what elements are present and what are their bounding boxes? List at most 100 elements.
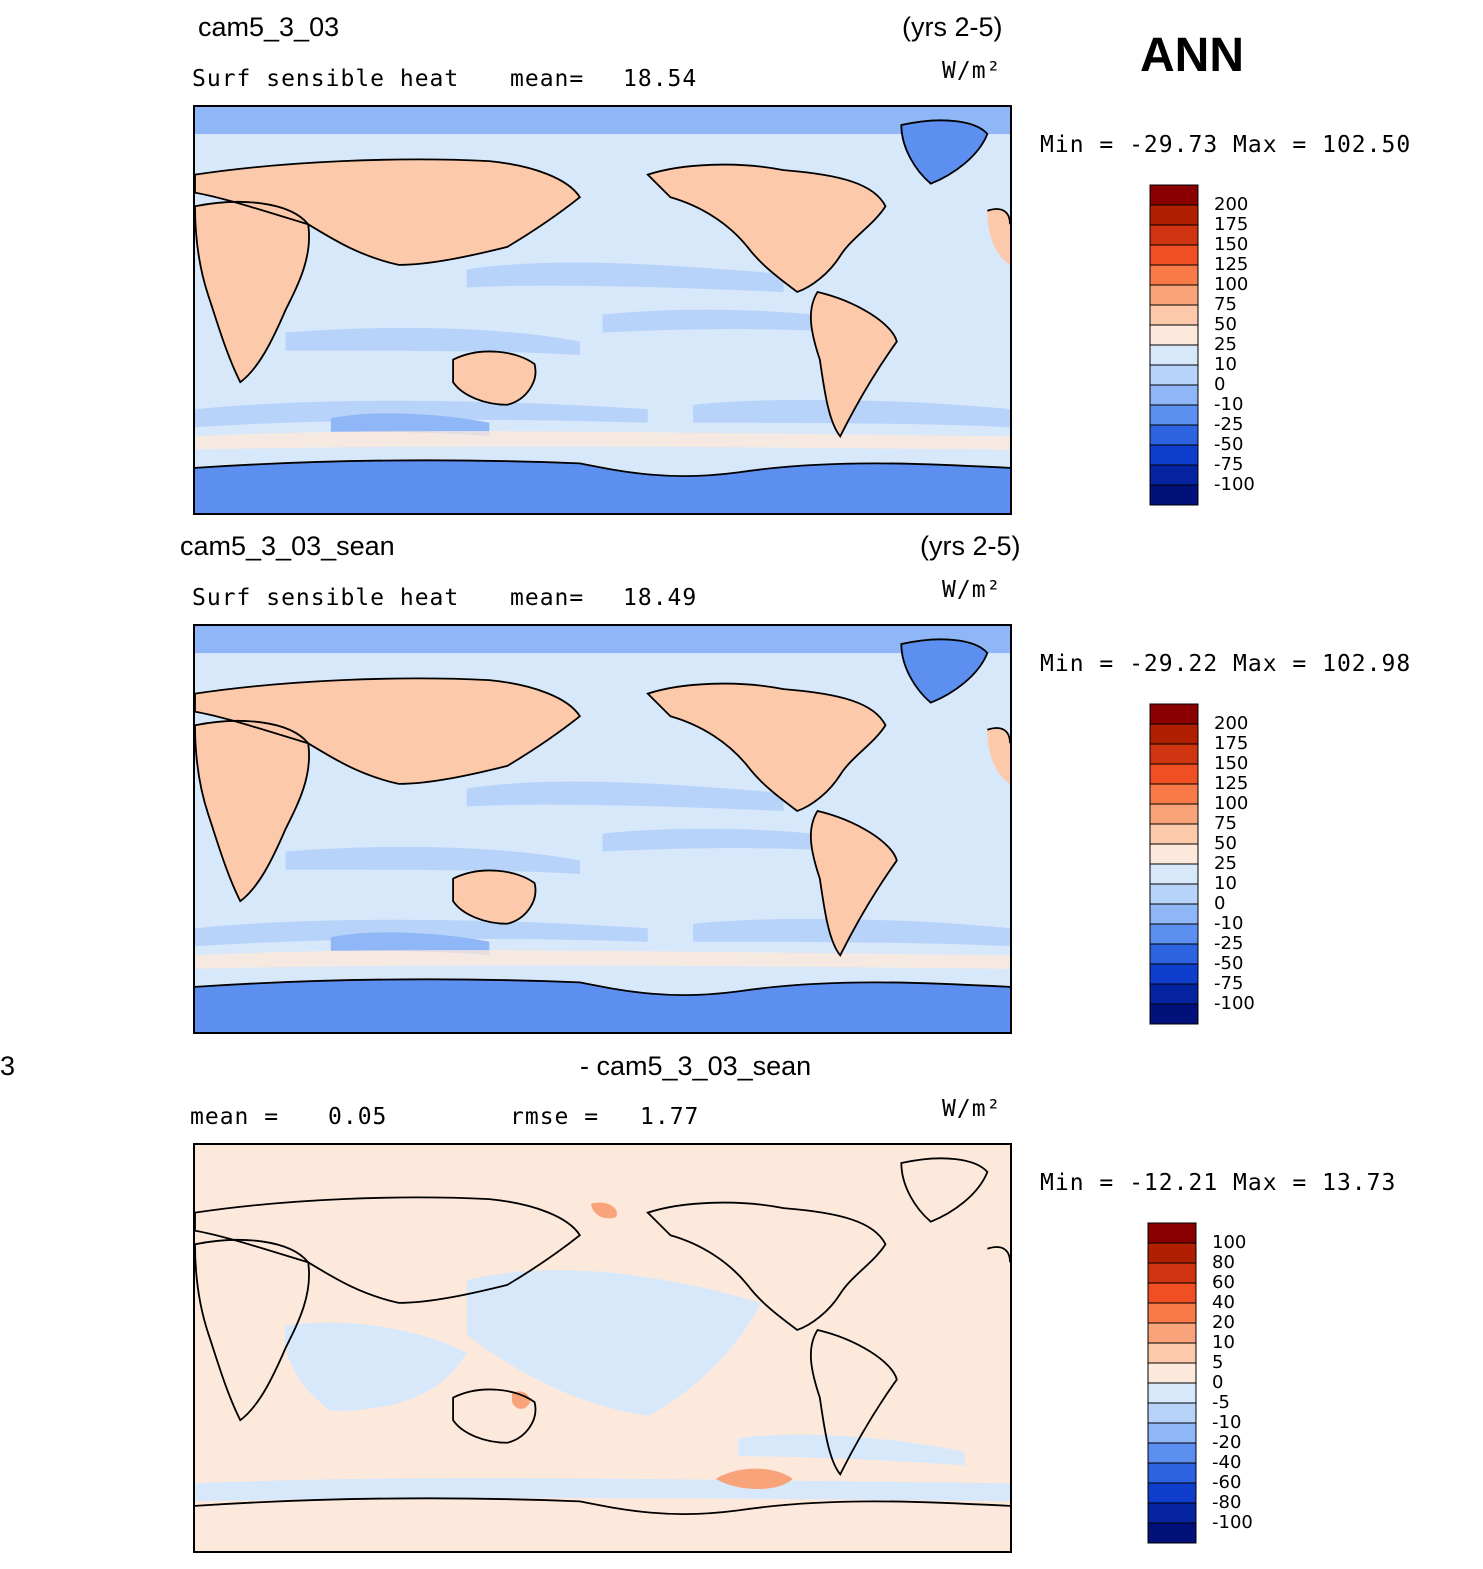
colorbar-swatch: [1149, 803, 1199, 825]
colorbar-swatch: [1147, 1302, 1197, 1324]
colorbar-swatch: [1149, 364, 1199, 386]
colorbar-swatch: [1149, 723, 1199, 745]
panel3-units: W/m²: [942, 1096, 1002, 1122]
colorbar-swatch: [1149, 444, 1199, 466]
cb2-label: 0: [1214, 893, 1226, 914]
cb3-label: 10: [1212, 1332, 1235, 1353]
colorbar-swatch: [1149, 963, 1199, 985]
colorbar-swatch: [1147, 1442, 1197, 1464]
panel1-variable: Surf sensible heat: [192, 66, 460, 92]
panel3-case-label: - cam5_3_03_sean: [580, 1051, 812, 1081]
colorbar-swatch: [1149, 903, 1199, 925]
colorbar-swatch: [1149, 284, 1199, 306]
panel2-mean-label: mean=: [510, 585, 585, 611]
panel2-years: (yrs 2-5): [920, 531, 1021, 561]
colorbar-swatch: [1147, 1382, 1197, 1404]
colorbar-swatch: [1149, 1003, 1199, 1025]
panel3-rmse-value: 1.77: [640, 1104, 700, 1130]
panel1-case-label: cam5_3_03: [198, 12, 340, 42]
colorbar-swatch: [1149, 983, 1199, 1005]
cb2-label: -75: [1214, 973, 1244, 994]
panel3-colorbar: [1147, 1222, 1199, 1546]
cb1-label: 25: [1214, 334, 1237, 355]
cb1-label: 100: [1214, 274, 1249, 295]
colorbar-swatch: [1149, 743, 1199, 765]
cb2-label: 125: [1214, 773, 1249, 794]
panel3-mean-value: 0.05: [328, 1104, 388, 1130]
panel1-mean-label: mean=: [510, 66, 585, 92]
cb1-label: 125: [1214, 254, 1249, 275]
colorbar-swatch: [1149, 863, 1199, 885]
cb2-label: 175: [1214, 733, 1249, 754]
cb3-label: -5: [1212, 1392, 1230, 1413]
panel2-mean-value: 18.49: [623, 585, 698, 611]
colorbar-swatch: [1147, 1342, 1197, 1364]
colorbar-swatch: [1147, 1462, 1197, 1484]
cb2-label: -25: [1214, 933, 1244, 954]
colorbar-swatch: [1149, 703, 1199, 725]
colorbar-swatch: [1149, 763, 1199, 785]
cb1-label: 175: [1214, 214, 1249, 235]
colorbar-swatch: [1147, 1242, 1197, 1264]
colorbar-swatch: [1149, 484, 1199, 506]
season-title: ANN: [1140, 29, 1244, 82]
panel3-rmse-label: rmse =: [510, 1104, 600, 1130]
cb1-label: -10: [1214, 394, 1244, 415]
cb3-label: -60: [1212, 1472, 1242, 1493]
panel2-minmax: Min = -29.22 Max = 102.98: [1040, 651, 1412, 677]
cb2-label: -100: [1214, 993, 1255, 1014]
panel2-units: W/m²: [942, 577, 1002, 603]
colorbar-swatch: [1149, 304, 1199, 326]
colorbar-swatch: [1149, 384, 1199, 406]
cb1-label: 200: [1214, 194, 1249, 215]
cb2-label: 200: [1214, 713, 1249, 734]
cb1-label: -50: [1214, 434, 1244, 455]
panel2-colorbar: [1149, 703, 1201, 1027]
cb2-label: 100: [1214, 793, 1249, 814]
colorbar-swatch: [1149, 424, 1199, 446]
cb3-label: 20: [1212, 1312, 1235, 1333]
panel3-mean-label: mean =: [190, 1104, 280, 1130]
panel2-map: [193, 624, 1012, 1034]
colorbar-swatch: [1149, 244, 1199, 266]
colorbar-swatch: [1147, 1422, 1197, 1444]
colorbar-swatch: [1147, 1482, 1197, 1504]
colorbar-swatch: [1147, 1282, 1197, 1304]
cb2-label: 150: [1214, 753, 1249, 774]
cb3-label: -10: [1212, 1412, 1242, 1433]
cb1-label: 150: [1214, 234, 1249, 255]
cb1-label: -100: [1214, 474, 1255, 495]
colorbar-swatch: [1149, 404, 1199, 426]
cb3-label: -100: [1212, 1512, 1253, 1533]
cb3-label: 100: [1212, 1232, 1247, 1253]
cb3-label: 0: [1212, 1372, 1224, 1393]
colorbar-swatch: [1147, 1262, 1197, 1284]
cb1-label: 75: [1214, 294, 1237, 315]
colorbar-swatch: [1147, 1322, 1197, 1344]
colorbar-swatch: [1149, 204, 1199, 226]
cb3-label: -80: [1212, 1492, 1242, 1513]
cb3-label: 40: [1212, 1292, 1235, 1313]
cb2-label: 10: [1214, 873, 1237, 894]
panel2-case-label: cam5_3_03_sean: [180, 531, 395, 561]
cb2-label: 50: [1214, 833, 1237, 854]
colorbar-swatch: [1149, 464, 1199, 486]
colorbar-swatch: [1149, 264, 1199, 286]
panel1-years: (yrs 2-5): [902, 12, 1003, 42]
cb3-label: -20: [1212, 1432, 1242, 1453]
cb3-label: -40: [1212, 1452, 1242, 1473]
colorbar-swatch: [1149, 324, 1199, 346]
colorbar-swatch: [1149, 843, 1199, 865]
cb3-label: 80: [1212, 1252, 1235, 1273]
panel3-case-label-left: 3: [0, 1051, 16, 1081]
cb2-label: 25: [1214, 853, 1237, 874]
cb2-label: -10: [1214, 913, 1244, 934]
colorbar-swatch: [1147, 1502, 1197, 1524]
colorbar-swatch: [1149, 224, 1199, 246]
colorbar-swatch: [1149, 783, 1199, 805]
colorbar-swatch: [1147, 1362, 1197, 1384]
colorbar-swatch: [1149, 923, 1199, 945]
cb1-label: -25: [1214, 414, 1244, 435]
colorbar-swatch: [1149, 184, 1199, 206]
cb1-label: -75: [1214, 454, 1244, 475]
